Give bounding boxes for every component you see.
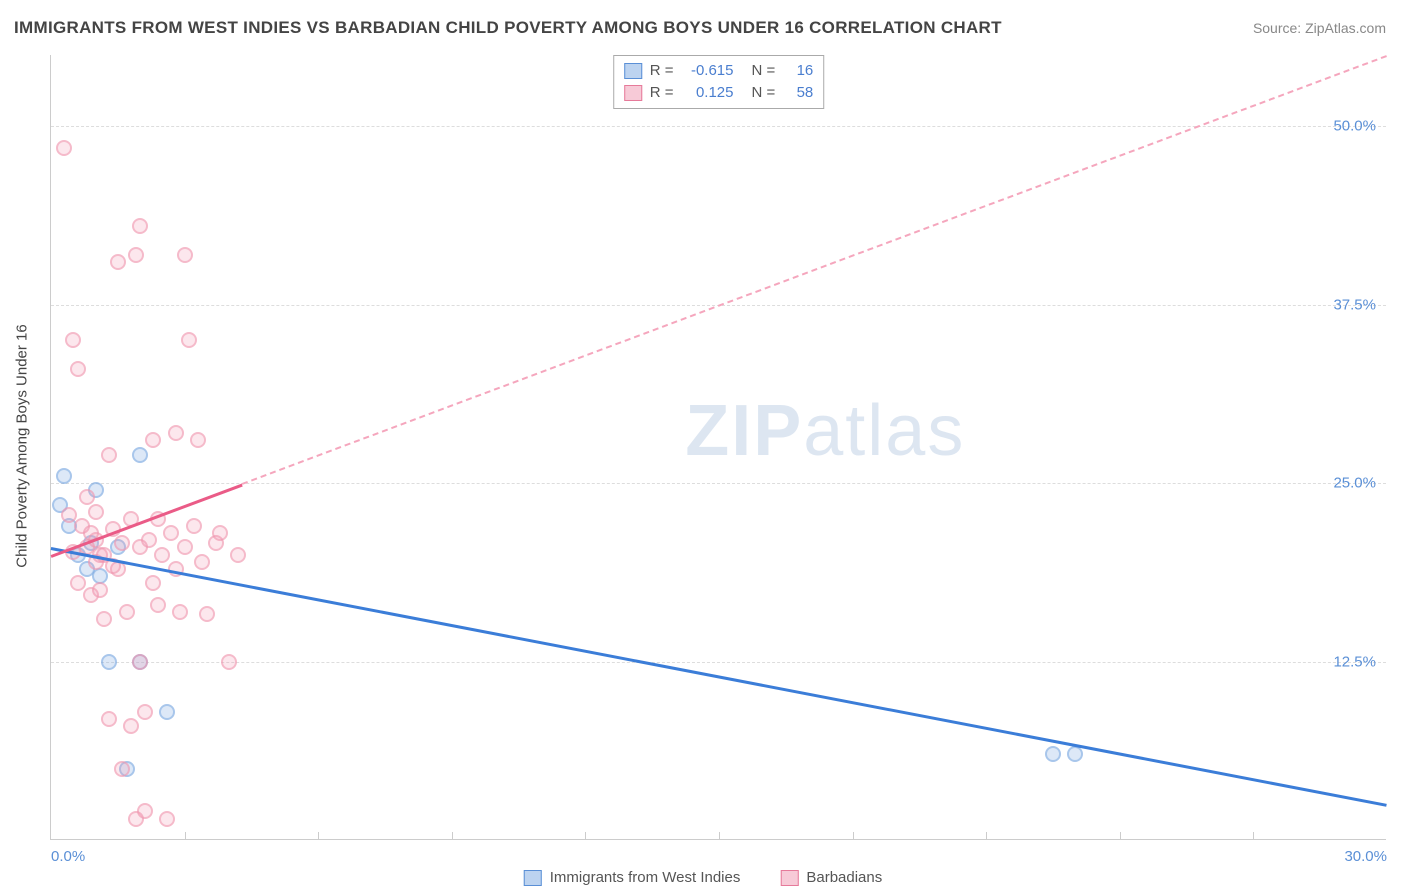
x-minor-tick	[986, 832, 987, 840]
scatter-point	[137, 704, 153, 720]
scatter-point	[186, 518, 202, 534]
scatter-point	[132, 218, 148, 234]
n-label: N =	[752, 82, 776, 104]
series-legend: Immigrants from West Indies Barbadians	[524, 869, 883, 886]
scatter-point	[56, 140, 72, 156]
scatter-point	[101, 447, 117, 463]
scatter-point	[101, 711, 117, 727]
scatter-point	[190, 432, 206, 448]
scatter-point	[168, 425, 184, 441]
trendline	[51, 547, 1387, 806]
scatter-point	[177, 247, 193, 263]
scatter-point	[132, 447, 148, 463]
scatter-point	[194, 554, 210, 570]
source-attribution: Source: ZipAtlas.com	[1253, 20, 1386, 36]
scatter-point	[154, 547, 170, 563]
scatter-point	[177, 539, 193, 555]
scatter-point	[181, 332, 197, 348]
scatter-point	[65, 332, 81, 348]
r-label: R =	[650, 60, 674, 82]
scatter-point	[141, 532, 157, 548]
x-tick-label: 30.0%	[1344, 848, 1387, 865]
gridline-horizontal	[51, 662, 1386, 663]
x-minor-tick	[318, 832, 319, 840]
scatter-point	[110, 254, 126, 270]
legend-swatch	[624, 63, 642, 79]
y-tick-label: 12.5%	[1333, 653, 1376, 670]
x-minor-tick	[452, 832, 453, 840]
legend-swatch	[524, 870, 542, 886]
scatter-point	[137, 803, 153, 819]
x-minor-tick	[1253, 832, 1254, 840]
scatter-point	[83, 587, 99, 603]
gridline-horizontal	[51, 126, 1386, 127]
r-value: 0.125	[682, 82, 734, 104]
n-value: 16	[783, 60, 813, 82]
scatter-point	[114, 761, 130, 777]
scatter-point	[96, 611, 112, 627]
scatter-point	[172, 604, 188, 620]
scatter-point	[221, 654, 237, 670]
scatter-point	[145, 432, 161, 448]
scatter-point	[163, 525, 179, 541]
legend-label: Barbadians	[806, 869, 882, 886]
scatter-point	[159, 811, 175, 827]
trendline	[242, 55, 1387, 485]
scatter-point	[199, 606, 215, 622]
y-tick-label: 25.0%	[1333, 475, 1376, 492]
scatter-point	[150, 597, 166, 613]
scatter-point	[101, 654, 117, 670]
chart-title: IMMIGRANTS FROM WEST INDIES VS BARBADIAN…	[14, 18, 1002, 38]
gridline-horizontal	[51, 483, 1386, 484]
scatter-point	[123, 718, 139, 734]
legend-label: Immigrants from West Indies	[550, 869, 741, 886]
y-tick-label: 37.5%	[1333, 296, 1376, 313]
n-value: 58	[783, 82, 813, 104]
scatter-point	[88, 504, 104, 520]
scatter-point	[145, 575, 161, 591]
scatter-point	[1067, 746, 1083, 762]
scatter-point	[128, 247, 144, 263]
scatter-point	[56, 468, 72, 484]
scatter-point	[79, 489, 95, 505]
scatter-point	[230, 547, 246, 563]
x-minor-tick	[585, 832, 586, 840]
legend-swatch	[780, 870, 798, 886]
scatter-point	[1045, 746, 1061, 762]
watermark-logo: ZIPatlas	[685, 390, 965, 472]
legend-swatch	[624, 85, 642, 101]
legend-row: R = 0.125 N = 58	[624, 82, 814, 104]
scatter-point	[70, 575, 86, 591]
scatter-point	[159, 704, 175, 720]
r-label: R =	[650, 82, 674, 104]
x-minor-tick	[185, 832, 186, 840]
plot-area: ZIPatlas R = -0.615 N = 16 R = 0.125 N = 58 12.…	[50, 55, 1386, 840]
scatter-point	[61, 507, 77, 523]
correlation-legend: R = -0.615 N = 16 R = 0.125 N = 58	[613, 55, 825, 109]
x-minor-tick	[853, 832, 854, 840]
y-axis-label: Child Poverty Among Boys Under 16	[14, 324, 31, 567]
legend-item: Barbadians	[780, 869, 882, 886]
n-label: N =	[752, 60, 776, 82]
scatter-point	[212, 525, 228, 541]
r-value: -0.615	[682, 60, 734, 82]
x-tick-label: 0.0%	[51, 848, 85, 865]
legend-row: R = -0.615 N = 16	[624, 60, 814, 82]
scatter-point	[132, 654, 148, 670]
scatter-point	[114, 535, 130, 551]
legend-item: Immigrants from West Indies	[524, 869, 741, 886]
x-minor-tick	[719, 832, 720, 840]
scatter-point	[70, 361, 86, 377]
y-tick-label: 50.0%	[1333, 118, 1376, 135]
x-minor-tick	[1120, 832, 1121, 840]
scatter-point	[119, 604, 135, 620]
